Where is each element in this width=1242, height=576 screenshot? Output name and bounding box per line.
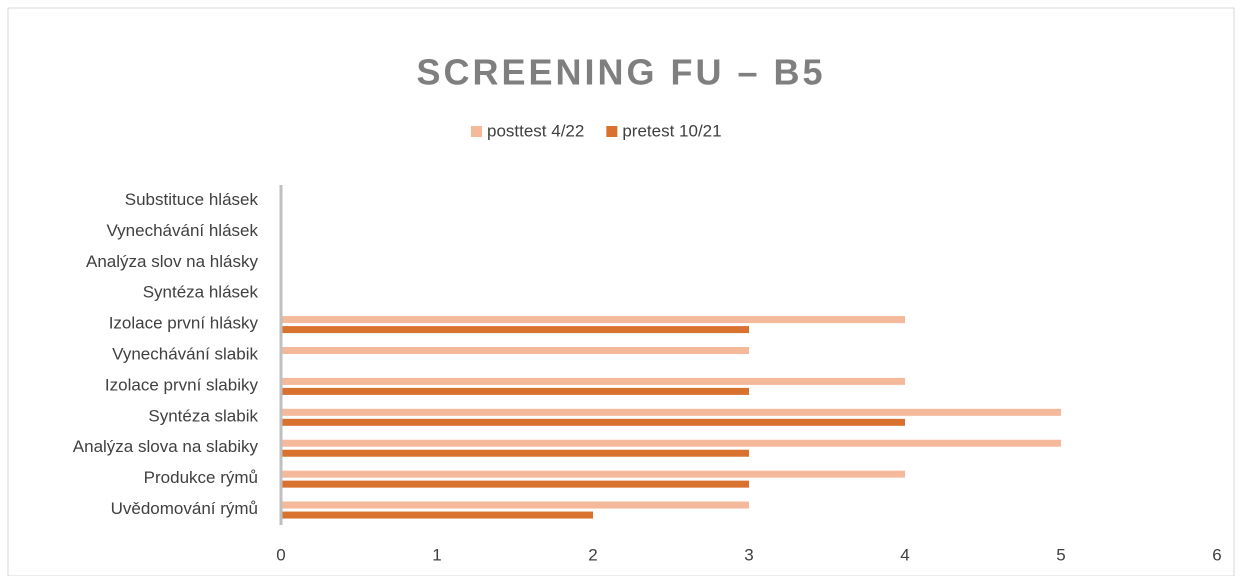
y-tick-label: Vynechávání hlásek bbox=[106, 221, 258, 240]
bar bbox=[281, 316, 905, 324]
y-tick-label: Substituce hlásek bbox=[125, 190, 259, 209]
bar bbox=[281, 347, 749, 354]
chart-title: SCREENING FU – B5 bbox=[416, 52, 825, 93]
y-tick-label: Analýza slova na slabiky bbox=[73, 437, 259, 456]
bar bbox=[281, 511, 593, 519]
x-tick-label: 6 bbox=[1212, 545, 1221, 564]
legend-swatch bbox=[471, 126, 482, 137]
legend-swatch bbox=[606, 126, 618, 137]
bar bbox=[281, 449, 749, 457]
y-tick-label: Izolace první hlásky bbox=[109, 314, 259, 333]
bar bbox=[281, 387, 749, 395]
y-tick-label: Syntéza slabik bbox=[148, 406, 258, 425]
y-tick-label: Vynechávání slabik bbox=[112, 344, 258, 363]
bar bbox=[281, 377, 905, 385]
x-tick-label: 0 bbox=[276, 545, 285, 564]
legend-label: posttest 4/22 bbox=[487, 121, 584, 140]
bar bbox=[281, 418, 905, 426]
bar bbox=[281, 326, 749, 334]
y-tick-label: Produkce rýmů bbox=[144, 468, 258, 487]
x-tick-label: 3 bbox=[744, 545, 753, 564]
y-tick-label: Izolace první slabiky bbox=[105, 375, 259, 394]
y-tick-label: Uvědomování rýmů bbox=[111, 499, 258, 518]
x-tick-label: 1 bbox=[432, 545, 441, 564]
bar bbox=[281, 408, 1061, 416]
bar bbox=[281, 480, 749, 488]
x-tick-label: 2 bbox=[588, 545, 597, 564]
x-tick-label: 4 bbox=[900, 545, 909, 564]
legend-label: pretest 10/21 bbox=[622, 121, 721, 140]
bar bbox=[281, 470, 905, 478]
x-tick-label: 5 bbox=[1056, 545, 1065, 564]
bar bbox=[281, 501, 749, 509]
bar bbox=[281, 439, 1061, 447]
y-tick-label: Analýza slov na hlásky bbox=[86, 252, 258, 271]
y-tick-label: Syntéza hlásek bbox=[143, 283, 259, 302]
